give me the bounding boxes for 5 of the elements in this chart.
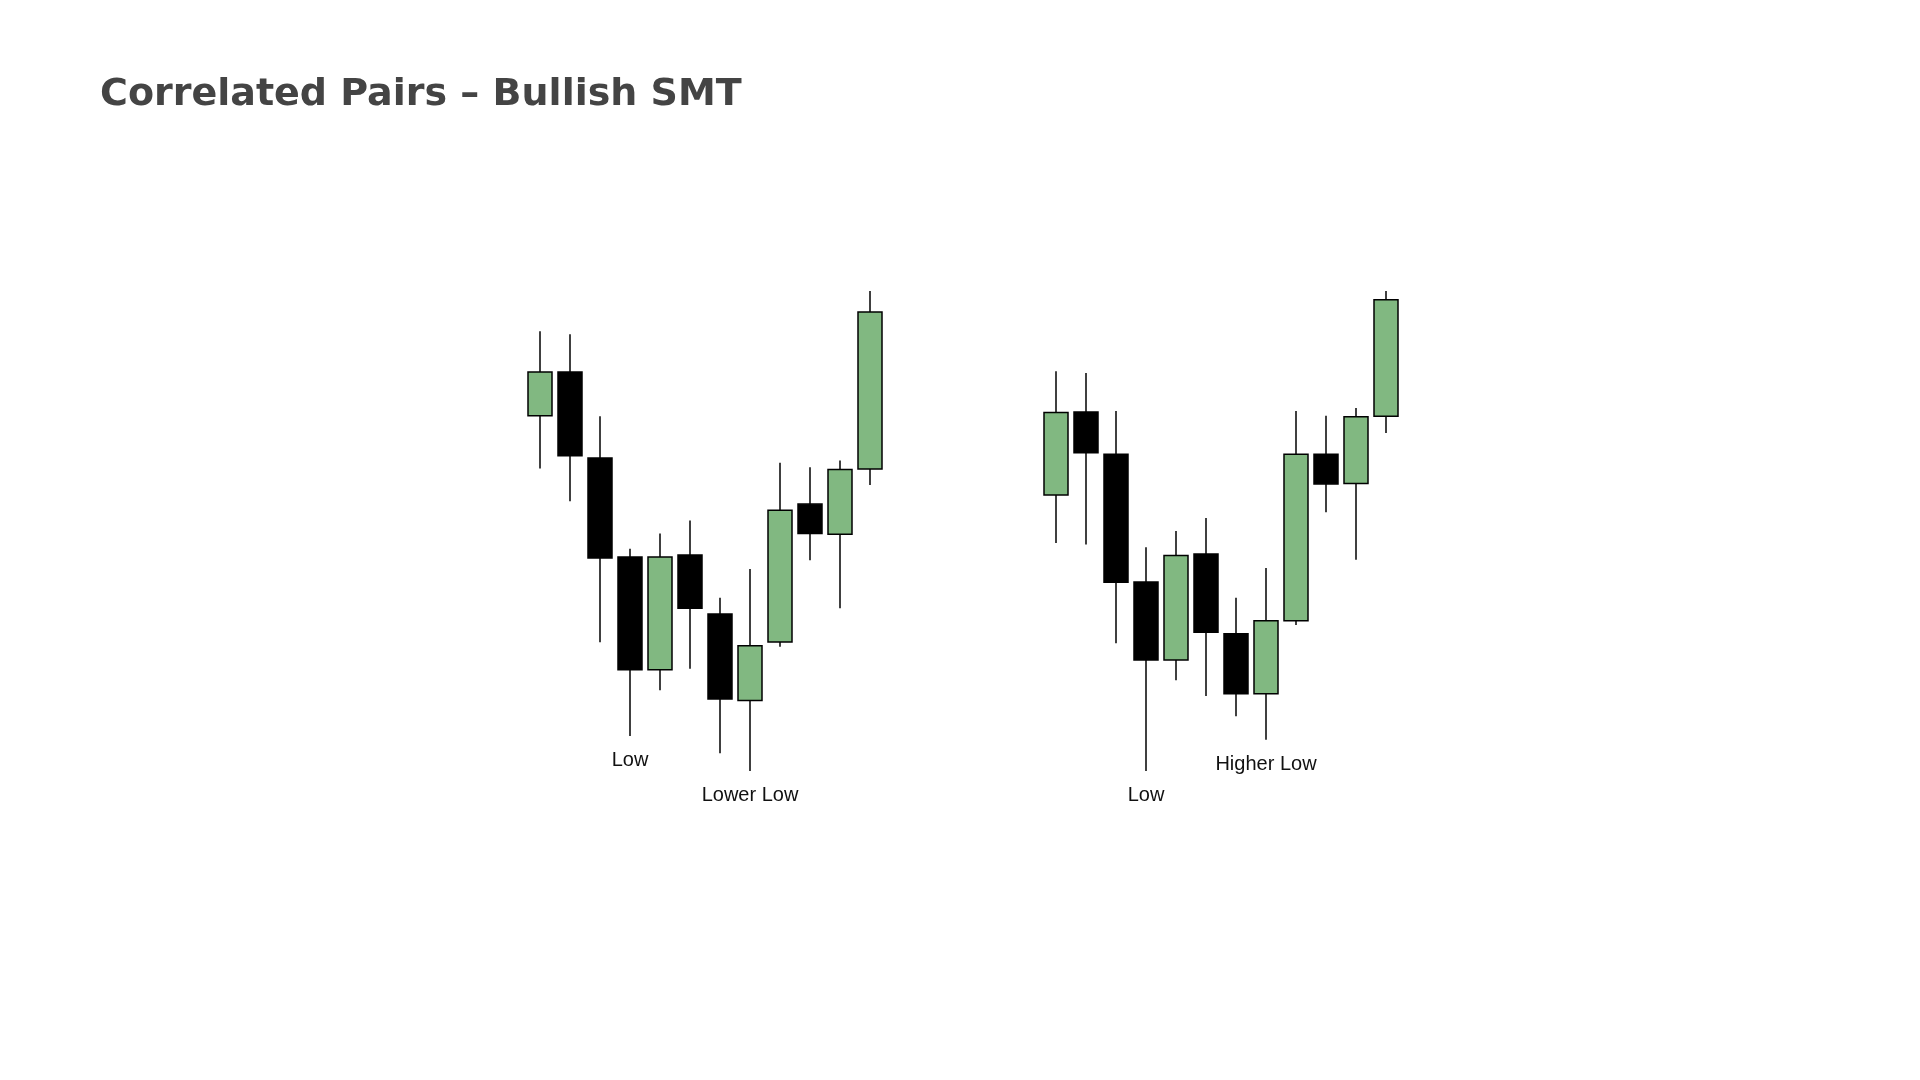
annotation: Higher Low [1215, 751, 1318, 774]
annotation: Low [1127, 783, 1165, 805]
annotation: Low [611, 747, 649, 770]
chart-title: Correlated Pairs – Bullish SMT [100, 70, 742, 114]
annotation: Lower Low [701, 783, 799, 805]
